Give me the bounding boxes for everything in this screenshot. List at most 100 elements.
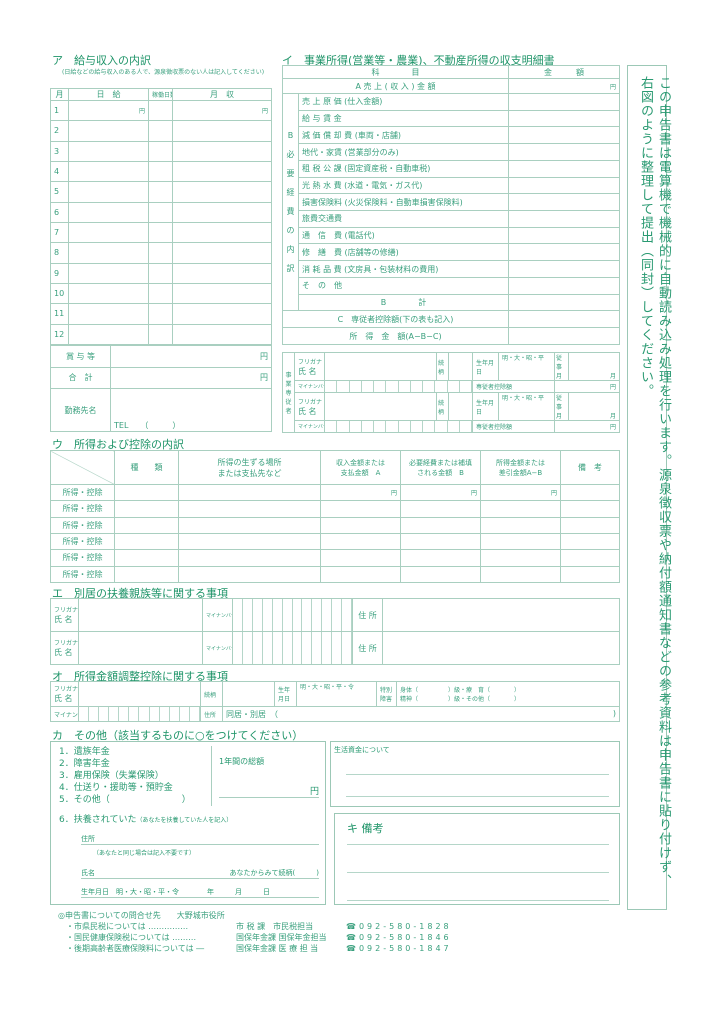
expense-amount-field[interactable]: [508, 226, 620, 245]
expense-amount-field[interactable]: [508, 159, 620, 178]
income-cell[interactable]: [400, 500, 481, 518]
employee-deduction-field[interactable]: 円: [554, 380, 620, 393]
remarks-box[interactable]: キ 備考: [334, 813, 620, 905]
income-cell[interactable]: [178, 483, 321, 502]
income-cell[interactable]: [178, 500, 321, 518]
income-cell[interactable]: [114, 549, 179, 567]
monthly-salary-field[interactable]: [172, 201, 272, 223]
work-days-field[interactable]: [148, 181, 173, 203]
expense-total-field[interactable]: [508, 293, 620, 312]
expense-amount-field[interactable]: [508, 260, 620, 278]
other-item[interactable]: 5．その他（ ）: [59, 795, 191, 805]
monthly-salary-field[interactable]: 円: [172, 99, 272, 122]
monthly-salary-field[interactable]: [172, 181, 272, 203]
income-cell[interactable]: [400, 549, 481, 567]
income-cell[interactable]: [560, 516, 620, 534]
income-cell[interactable]: [480, 516, 561, 534]
employee-mynumber-field[interactable]: [324, 420, 473, 433]
work-days-field[interactable]: [148, 242, 173, 264]
employee-name-field[interactable]: [324, 352, 437, 381]
item-6[interactable]: 6．扶養されていた（あなたを扶養していた人を記入）: [59, 815, 233, 825]
daily-wage-field[interactable]: [68, 323, 149, 346]
income-cell[interactable]: [320, 549, 401, 567]
income-cell[interactable]: [560, 549, 620, 567]
income-cell[interactable]: 円: [480, 483, 561, 502]
expense-amount-field[interactable]: [508, 109, 620, 128]
other-item[interactable]: 2．障害年金: [59, 759, 110, 769]
monthly-salary-field[interactable]: [172, 303, 272, 325]
work-days-field[interactable]: [148, 303, 173, 325]
sales-field[interactable]: 円: [508, 78, 620, 94]
income-field[interactable]: [508, 327, 620, 345]
o-mynumber-field[interactable]: [78, 706, 201, 722]
work-days-field[interactable]: [148, 201, 173, 223]
income-cell[interactable]: [560, 532, 620, 551]
daily-wage-field[interactable]: [68, 282, 149, 305]
living-funds-box[interactable]: 生活資金について: [330, 741, 620, 807]
other-item[interactable]: 3．雇用保険（失業保険）: [59, 771, 164, 781]
o-birth-field[interactable]: 明・大・昭・平・令: [296, 680, 377, 708]
income-cell[interactable]: [178, 565, 321, 584]
employee-months-field[interactable]: 月: [568, 352, 620, 381]
income-cell[interactable]: [400, 565, 481, 584]
income-cell[interactable]: [560, 565, 620, 584]
supporter-address-field[interactable]: 住所: [81, 834, 319, 845]
income-cell[interactable]: [114, 483, 179, 502]
income-cell[interactable]: [178, 532, 321, 551]
daily-wage-field[interactable]: [68, 181, 149, 203]
daily-wage-field[interactable]: [68, 262, 149, 284]
income-cell[interactable]: [320, 565, 401, 584]
expense-amount-field[interactable]: [508, 243, 620, 262]
o-disability-field[interactable]: 身体（ ）級・療 育（ ）精神（ ）級・その他（ ）: [396, 680, 620, 708]
income-cell[interactable]: [320, 532, 401, 551]
monthly-salary-field[interactable]: [172, 140, 272, 162]
income-cell[interactable]: 円: [400, 483, 481, 502]
monthly-salary-field[interactable]: [172, 160, 272, 183]
work-days-field[interactable]: [148, 120, 173, 142]
supporter-birth-field[interactable]: 生年月日 明・大・昭・平・令 年 月 日: [81, 887, 319, 898]
annual-total-field[interactable]: 円: [219, 784, 319, 798]
income-cell[interactable]: [480, 565, 561, 584]
expense-amount-field[interactable]: [508, 143, 620, 161]
income-cell[interactable]: [178, 516, 321, 534]
o-address-field[interactable]: 同居・別居 （): [222, 706, 620, 722]
employee-name-field[interactable]: [324, 392, 437, 421]
income-cell[interactable]: [114, 516, 179, 534]
income-cell[interactable]: [560, 500, 620, 518]
income-cell[interactable]: [320, 500, 401, 518]
o-name-field[interactable]: [78, 680, 201, 708]
other-item[interactable]: 1．遺族年金: [59, 747, 110, 757]
employee-birth-field[interactable]: 明・大・昭・平: [498, 352, 555, 381]
expense-amount-field[interactable]: [508, 210, 620, 228]
daily-wage-field[interactable]: [68, 201, 149, 223]
income-cell[interactable]: [480, 532, 561, 551]
income-cell[interactable]: [480, 549, 561, 567]
expense-amount-field[interactable]: [508, 193, 620, 212]
dependent-address-field[interactable]: [382, 598, 620, 632]
bonus-field[interactable]: 円: [110, 345, 272, 368]
income-cell[interactable]: [560, 483, 620, 502]
work-days-field[interactable]: [148, 221, 173, 244]
daily-wage-field[interactable]: 円: [68, 99, 149, 122]
income-cell[interactable]: [320, 516, 401, 534]
income-cell[interactable]: [114, 565, 179, 584]
work-days-field[interactable]: [148, 262, 173, 284]
monthly-salary-field[interactable]: [172, 262, 272, 284]
total-field[interactable]: 円: [110, 366, 272, 389]
work-days-field[interactable]: [148, 282, 173, 305]
income-cell[interactable]: 円: [320, 483, 401, 502]
employee-deduction-field[interactable]: 円: [554, 420, 620, 433]
monthly-salary-field[interactable]: [172, 242, 272, 264]
expense-amount-field[interactable]: [508, 126, 620, 145]
monthly-salary-field[interactable]: [172, 221, 272, 244]
employee-relation-field[interactable]: [448, 352, 473, 381]
work-days-field[interactable]: [148, 323, 173, 346]
monthly-salary-field[interactable]: [172, 282, 272, 305]
work-days-field[interactable]: [148, 160, 173, 183]
monthly-salary-field[interactable]: [172, 323, 272, 346]
daily-wage-field[interactable]: [68, 140, 149, 162]
daily-wage-field[interactable]: [68, 120, 149, 142]
employee-months-field[interactable]: 月: [568, 392, 620, 421]
dependent-name-field[interactable]: [78, 598, 203, 632]
dependent-mynumber-field[interactable]: [232, 598, 353, 632]
